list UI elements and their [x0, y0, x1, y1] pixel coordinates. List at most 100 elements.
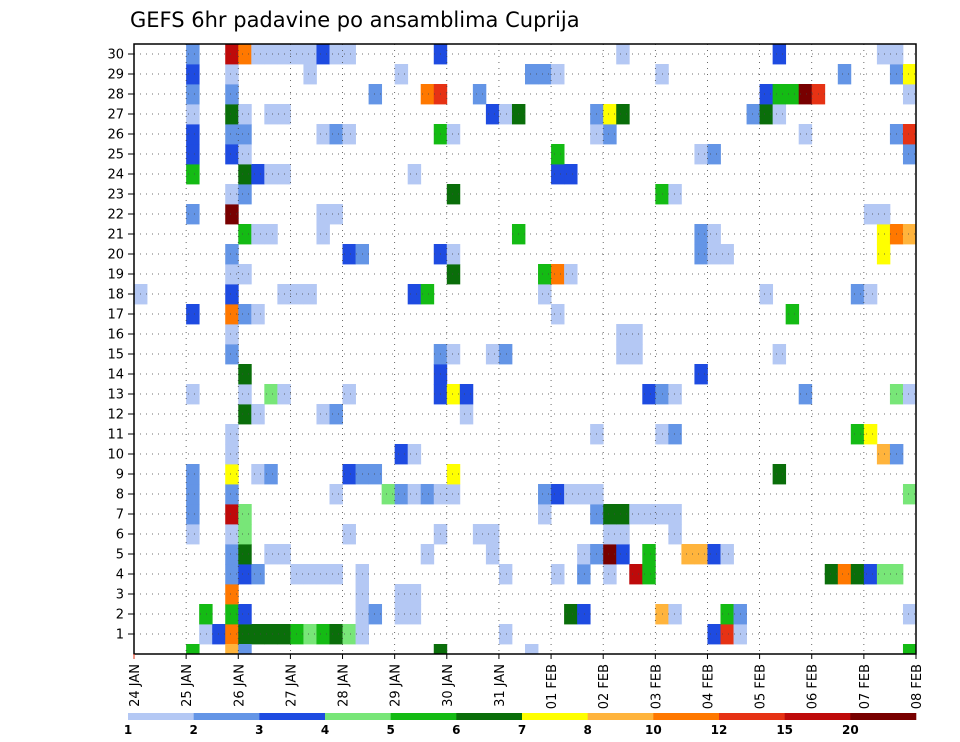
heatmap-cell: [446, 464, 461, 485]
heatmap-cell: [238, 144, 252, 165]
heatmap-cell: [603, 564, 617, 585]
heatmap-cell: [329, 44, 343, 65]
heatmap-cell: [564, 264, 578, 285]
colorbar-label: 15: [776, 723, 793, 737]
heatmap-cell: [616, 544, 630, 565]
heatmap-cell: [368, 464, 383, 485]
heatmap-cell: [316, 624, 330, 645]
heatmap-cell: [186, 504, 200, 525]
y-tick-label: 30: [107, 48, 124, 63]
heatmap-cell: [186, 204, 200, 225]
heatmap-cell: [407, 484, 422, 505]
colorbar-label: 5: [386, 723, 394, 737]
y-tick-label: 24: [107, 168, 124, 183]
heatmap-cell: [772, 44, 787, 65]
heatmap-cell: [420, 484, 435, 505]
heatmap-cell: [446, 384, 461, 405]
heatmap-cell: [616, 524, 630, 545]
colorbar-label: 6: [452, 723, 460, 737]
y-tick-label: 4: [116, 568, 124, 583]
y-tick-label: 25: [107, 148, 124, 163]
heatmap-cell: [420, 544, 435, 565]
heatmap-cell: [863, 564, 878, 585]
heatmap-cell: [616, 324, 630, 345]
heatmap-cell: [186, 164, 200, 185]
heatmap-cell: [329, 204, 343, 225]
y-tick-label: 19: [107, 268, 124, 283]
heatmap-cell: [303, 64, 317, 85]
heatmap-cell: [238, 184, 252, 205]
heatmap-cell: [837, 564, 852, 585]
heatmap-cell: [707, 144, 721, 165]
heatmap-cell: [394, 604, 409, 625]
heatmap-cell: [186, 104, 200, 125]
heatmap-cell: [577, 564, 591, 585]
heatmap-cell: [316, 44, 330, 65]
heatmap-cell: [264, 104, 278, 125]
heatmap-cell: [603, 524, 617, 545]
colorbar-swatch: [850, 713, 917, 720]
y-tick-label: 26: [107, 128, 124, 143]
colorbar-swatch: [325, 713, 391, 720]
heatmap-cell: [342, 244, 356, 265]
heatmap-cell: [876, 224, 891, 245]
heatmap-cell: [264, 384, 278, 405]
y-tick-label: 23: [107, 188, 124, 203]
heatmap-cell: [225, 84, 239, 105]
heatmap-cell: [629, 504, 643, 525]
y-tick-label: 13: [107, 388, 124, 403]
y-tick-label: 1: [116, 628, 124, 643]
heatmap-cell: [316, 204, 330, 225]
heatmap-cell: [850, 424, 865, 445]
y-tick-label: 18: [107, 288, 124, 303]
heatmap-cell: [329, 624, 343, 645]
heatmap-cell: [694, 144, 708, 165]
heatmap-cell: [498, 344, 513, 365]
heatmap-cell: [668, 604, 682, 625]
y-tick-label: 12: [107, 408, 124, 423]
heatmap-cell: [186, 64, 200, 85]
x-tick-label: 03 FEB: [649, 664, 664, 709]
heatmap-cell: [538, 284, 552, 305]
heatmap-cell: [616, 104, 630, 125]
heatmap-cell: [316, 124, 330, 145]
heatmap-cell: [642, 564, 656, 585]
colorbar-label: 4: [321, 723, 329, 737]
heatmap-cell: [238, 44, 252, 65]
heatmap-cell: [238, 404, 252, 425]
colorbar-label: 2: [189, 723, 197, 737]
colorbar-swatch: [587, 713, 654, 720]
heatmap-cell: [381, 484, 396, 505]
y-tick-label: 15: [107, 348, 124, 363]
heatmap-cell: [238, 604, 252, 625]
heatmap-cell: [186, 384, 200, 405]
heatmap-cell: [290, 624, 304, 645]
x-tick-label: 04 FEB: [701, 664, 716, 709]
heatmap-cell: [238, 504, 252, 525]
heatmap-cell: [225, 344, 239, 365]
heatmap-cell: [225, 464, 239, 485]
heatmap-cell: [668, 184, 682, 205]
heatmap-cell: [603, 124, 617, 145]
heatmap-cell: [720, 244, 734, 265]
colorbar-label: 1: [124, 723, 132, 737]
x-tick-label: 25 JAN: [180, 664, 195, 707]
heatmap-cell: [459, 384, 474, 405]
heatmap-cell: [186, 484, 200, 505]
heatmap-cell: [433, 644, 448, 655]
heatmap-cell: [902, 604, 917, 625]
heatmap-cell: [485, 544, 500, 565]
heatmap-cell: [238, 564, 252, 585]
heatmap-cell: [329, 124, 343, 145]
y-tick-label: 2: [116, 608, 124, 623]
grid-layer: [134, 44, 916, 654]
y-tick-label: 8: [116, 488, 124, 503]
colorbar-swatch: [128, 713, 194, 720]
heatmap-cell: [420, 84, 435, 105]
heatmap-cell: [642, 384, 656, 405]
colorbar-label: 10: [645, 723, 662, 737]
heatmap-cell: [472, 524, 487, 545]
heatmap-cell: [225, 184, 239, 205]
heatmap-cell: [264, 544, 278, 565]
